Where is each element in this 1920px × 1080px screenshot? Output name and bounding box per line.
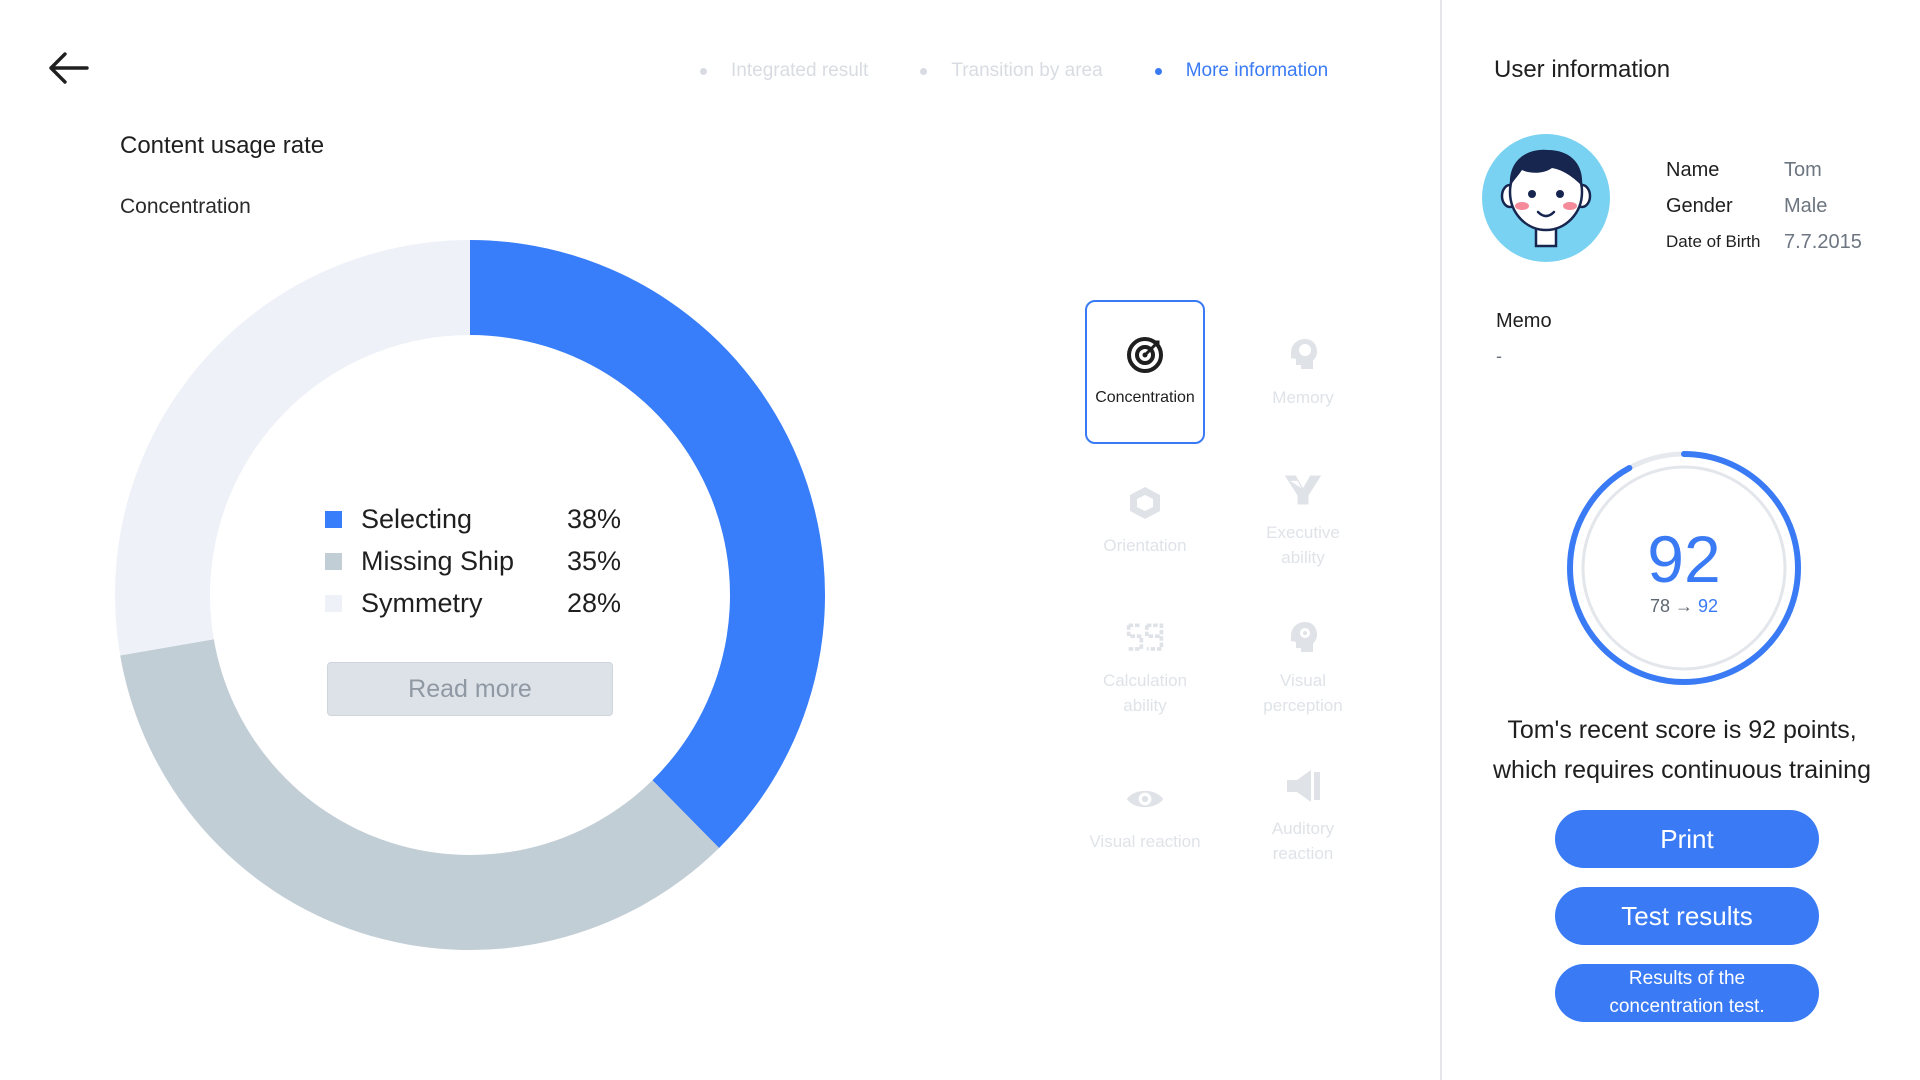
- brain-head-icon: [1283, 335, 1323, 375]
- score-change: 78 → 92: [1566, 596, 1802, 617]
- category-visual-reaction[interactable]: Visual reaction: [1085, 744, 1205, 888]
- score-value: 92: [1647, 522, 1721, 596]
- score-ring: 92 78 → 92: [1566, 450, 1802, 686]
- eye-icon: [1125, 779, 1165, 819]
- legend-label: Symmetry: [361, 587, 483, 618]
- arrow-right-icon: →: [1675, 596, 1693, 616]
- test-results-button[interactable]: Test results: [1555, 887, 1819, 945]
- category-label: Calculation ability: [1102, 671, 1188, 715]
- donut-chart: Selecting 38% Missing Ship 35% Symmetry …: [115, 240, 825, 950]
- category-executive-ability[interactable]: Executive ability: [1243, 448, 1363, 592]
- head-gear-icon: [1283, 618, 1323, 658]
- legend-value: 35%: [566, 545, 621, 576]
- tab-label: More information: [1185, 60, 1329, 81]
- category-label: Visual perception: [1263, 671, 1343, 715]
- user-info-table: Name Tom Gender Male Date of Birth 7.7.2…: [1666, 152, 1862, 260]
- category-label: Orientation: [1103, 535, 1187, 555]
- info-row-date-of-birth: Date of Birth 7.7.2015: [1666, 224, 1862, 260]
- info-value: Tom: [1784, 158, 1822, 181]
- category-label: Memory: [1272, 387, 1334, 407]
- category-visual-perception[interactable]: Visual perception: [1243, 596, 1363, 740]
- legend-label: Missing Ship: [361, 545, 515, 576]
- tab-dot: [700, 67, 707, 75]
- target-icon: [1125, 335, 1165, 375]
- fork-arrows-icon: [1283, 470, 1323, 510]
- section-title: Content usage rate: [120, 132, 325, 159]
- info-row-name: Name Tom: [1666, 152, 1862, 188]
- tab-more-information[interactable]: More information: [1154, 60, 1329, 82]
- donut-chart-svg: [115, 240, 825, 950]
- donut-slice-symmetry: [115, 240, 470, 656]
- user-info-panel: User information Name Tom Gender Male Da…: [1440, 0, 1920, 1080]
- legend-row: Selecting 38%: [325, 498, 625, 540]
- info-value: 7.7.2015: [1784, 230, 1862, 253]
- legend-swatch: [325, 510, 342, 528]
- category-label: Auditory reaction: [1271, 819, 1335, 863]
- tab-dot: [920, 67, 928, 75]
- memo-value: -: [1496, 346, 1502, 366]
- chart-legend: Selecting 38% Missing Ship 35% Symmetry …: [325, 498, 625, 624]
- legend-row: Missing Ship 35%: [325, 540, 625, 582]
- top-tabs: Integrated result Transition by area Mor…: [700, 60, 1380, 82]
- score-message: Tom's recent score is 92 points, which r…: [1462, 710, 1902, 790]
- legend-swatch: [325, 594, 342, 612]
- category-orientation[interactable]: Orientation: [1085, 448, 1205, 592]
- memo-label: Memo: [1496, 310, 1552, 332]
- category-label: Executive ability: [1266, 523, 1340, 567]
- category-auditory-reaction[interactable]: Auditory reaction: [1243, 744, 1363, 888]
- info-row-gender: Gender Male: [1666, 188, 1862, 224]
- info-key: Name: [1666, 158, 1720, 181]
- category-memory[interactable]: Memory: [1243, 300, 1363, 444]
- tab-label: Integrated result: [731, 60, 869, 81]
- avatar: [1482, 134, 1610, 262]
- tab-label: Transition by area: [951, 60, 1103, 81]
- tab-dot: [1154, 67, 1162, 75]
- legend-label: Selecting: [361, 503, 473, 534]
- tab-transition-by-area[interactable]: Transition by area: [920, 60, 1103, 82]
- score-from: 78: [1649, 596, 1670, 616]
- tab-integrated-result[interactable]: Integrated result: [700, 60, 868, 82]
- cube-icon: [1125, 483, 1165, 523]
- print-button[interactable]: Print: [1555, 810, 1819, 868]
- info-key: Date of Birth: [1666, 232, 1761, 251]
- legend-swatch: [325, 552, 342, 570]
- category-label: Visual reaction: [1089, 831, 1201, 851]
- section-subtitle: Concentration: [120, 195, 251, 218]
- info-value: Male: [1784, 194, 1828, 217]
- legend-value: 38%: [566, 503, 621, 534]
- category-concentration[interactable]: Concentration: [1085, 300, 1205, 444]
- read-more-button[interactable]: Read more: [327, 662, 613, 716]
- legend-value: 28%: [566, 587, 621, 618]
- donut-slice-missing-ship: [120, 639, 720, 950]
- category-label: Concentration: [1095, 388, 1195, 406]
- boy-avatar-icon: [1500, 149, 1592, 248]
- info-key: Gender: [1666, 194, 1733, 217]
- category-calculation-ability[interactable]: Calculation ability: [1085, 596, 1205, 740]
- user-info-title: User information: [1494, 56, 1671, 83]
- score-message-line: Tom's recent score is 92 points,: [1507, 716, 1857, 744]
- score-progress-ring: [1567, 451, 1801, 685]
- arrow-left-icon: [49, 52, 89, 84]
- score-message-line: which requires continuous training: [1493, 756, 1871, 784]
- donut-slice-selecting: [470, 240, 825, 848]
- back-button[interactable]: [44, 44, 92, 92]
- score-progress-arc: [1567, 451, 1801, 685]
- main-area: Integrated result Transition by area Mor…: [44, 44, 1380, 950]
- speaker-icon: [1283, 766, 1323, 806]
- score-to: 92: [1698, 596, 1719, 616]
- digits-icon: [1125, 618, 1165, 658]
- legend-row: Symmetry 28%: [325, 582, 625, 624]
- concentration-results-button[interactable]: Results of the concentration test.: [1555, 964, 1819, 1022]
